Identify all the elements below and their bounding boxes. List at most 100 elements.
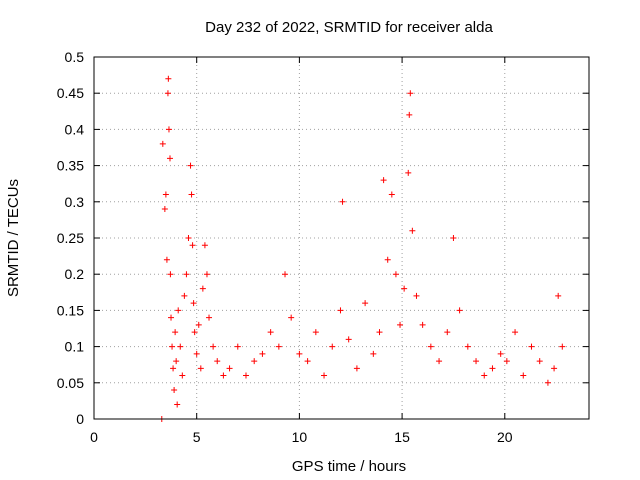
data-point	[406, 111, 413, 118]
data-point	[226, 365, 233, 372]
data-point	[195, 321, 202, 328]
data-point	[444, 329, 451, 336]
data-point	[321, 372, 328, 379]
data-point	[170, 365, 177, 372]
data-point	[376, 329, 383, 336]
data-point	[353, 365, 360, 372]
data-point	[164, 90, 171, 97]
y-tick-label: 0	[76, 411, 84, 427]
data-point	[388, 191, 395, 198]
data-points	[158, 75, 566, 422]
x-tick-label: 10	[292, 429, 308, 445]
data-point	[171, 387, 178, 394]
data-point	[497, 350, 504, 357]
data-point	[384, 256, 391, 263]
data-point	[407, 90, 414, 97]
data-point	[183, 271, 190, 278]
ticks: 0 0.05 0.1 0.15 0.2 0.25 0.3 0.35 0.4 0.45 0.5 0 5 10…	[57, 49, 589, 445]
data-point	[267, 329, 274, 336]
data-point	[288, 314, 295, 321]
data-point	[189, 242, 196, 249]
data-point	[489, 365, 496, 372]
data-point	[503, 358, 510, 365]
data-point	[165, 126, 172, 133]
data-point	[275, 343, 282, 350]
data-point	[259, 350, 266, 357]
data-point	[380, 177, 387, 184]
data-point	[172, 329, 179, 336]
data-point	[427, 343, 434, 350]
data-point	[409, 227, 416, 234]
x-tick-label: 20	[497, 429, 513, 445]
data-point	[559, 343, 566, 350]
data-point	[234, 343, 241, 350]
data-point	[173, 358, 180, 365]
data-point	[397, 321, 404, 328]
data-point	[197, 365, 204, 372]
data-point	[177, 343, 184, 350]
y-tick-label: 0.35	[57, 158, 84, 174]
x-tick-label: 0	[90, 429, 98, 445]
data-point	[175, 307, 182, 314]
data-point	[210, 343, 217, 350]
data-point	[166, 155, 173, 162]
y-tick-label: 0.4	[65, 121, 85, 137]
y-tick-label: 0.45	[57, 85, 84, 101]
y-tick-label: 0.15	[57, 302, 84, 318]
y-tick-label: 0.1	[65, 339, 85, 355]
data-point	[167, 271, 174, 278]
x-tick-label: 5	[193, 429, 201, 445]
data-point	[456, 307, 463, 314]
data-point	[520, 372, 527, 379]
x-tick-label: 15	[394, 429, 410, 445]
data-point	[169, 343, 176, 350]
y-tick-label: 0.2	[65, 266, 85, 282]
data-point	[203, 271, 210, 278]
data-point	[251, 358, 258, 365]
y-axis-label: SRMTID / TECUs	[5, 179, 22, 297]
data-point	[179, 372, 186, 379]
data-point	[392, 271, 399, 278]
data-point	[242, 372, 249, 379]
data-point	[436, 358, 443, 365]
data-point	[464, 343, 471, 350]
data-point	[304, 358, 311, 365]
data-point	[161, 206, 168, 213]
data-point	[551, 365, 558, 372]
data-point	[345, 336, 352, 343]
y-tick-label: 0.05	[57, 375, 84, 391]
data-point	[481, 372, 488, 379]
data-point	[188, 191, 195, 198]
data-point	[401, 285, 408, 292]
data-point	[337, 307, 344, 314]
data-point	[413, 292, 420, 299]
data-point	[220, 372, 227, 379]
data-point	[370, 350, 377, 357]
data-point	[185, 235, 192, 241]
data-point	[165, 75, 172, 82]
data-point	[512, 329, 519, 336]
data-point	[199, 285, 206, 292]
data-point	[193, 350, 200, 357]
data-point	[536, 358, 543, 365]
y-tick-label: 0.3	[65, 194, 85, 210]
data-point	[419, 321, 426, 328]
data-point	[544, 379, 551, 386]
data-point	[163, 256, 170, 263]
data-point	[190, 300, 197, 307]
data-point	[174, 401, 181, 408]
data-point	[362, 300, 369, 307]
data-point	[168, 314, 175, 321]
y-tick-label: 0.5	[65, 49, 85, 65]
data-point	[450, 235, 457, 241]
data-point	[187, 162, 194, 169]
data-point	[214, 358, 221, 365]
data-point	[339, 198, 346, 205]
data-point	[201, 242, 208, 249]
data-point	[282, 271, 289, 278]
data-point	[181, 292, 188, 299]
data-point	[329, 343, 336, 350]
data-point	[191, 329, 198, 336]
